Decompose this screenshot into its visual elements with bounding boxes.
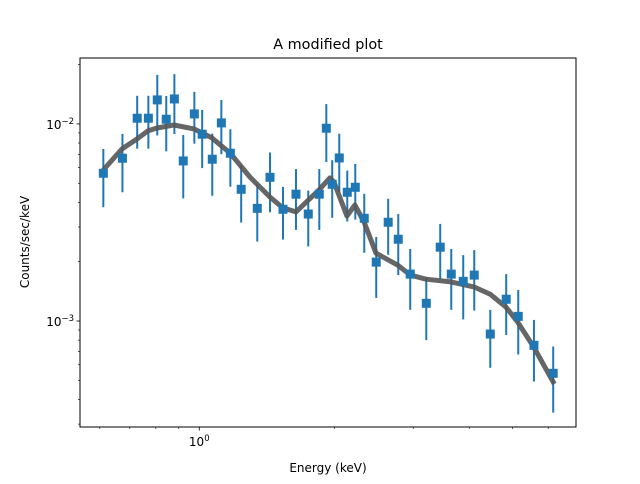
chart-title: A modified plot	[273, 37, 383, 53]
model-line	[101, 122, 557, 386]
data-point	[435, 242, 445, 252]
data-point	[548, 368, 558, 378]
y-tick-label: 10−2	[46, 117, 74, 132]
data-point	[169, 94, 179, 104]
data-point	[334, 153, 344, 163]
axes-frame	[79, 57, 577, 428]
data-point	[485, 329, 495, 339]
data-point	[207, 154, 217, 164]
data-point	[446, 269, 456, 279]
data-point	[342, 187, 352, 197]
data-point	[383, 217, 393, 227]
data-point	[161, 114, 171, 124]
data-point	[321, 123, 331, 133]
data-point	[513, 311, 523, 321]
data-point	[371, 257, 381, 267]
data-point	[132, 113, 142, 123]
data-point	[117, 153, 127, 163]
data-point	[252, 203, 262, 213]
data-point	[359, 213, 369, 223]
data-point	[501, 294, 511, 304]
data-point	[197, 129, 207, 139]
data-point	[469, 270, 479, 280]
plot-area	[98, 74, 558, 413]
data-point	[327, 179, 337, 189]
data-point	[350, 182, 360, 192]
x-tick-label: 100	[189, 434, 210, 449]
y-tick-label: 10−3	[46, 314, 74, 329]
data-point	[291, 189, 301, 199]
data-point	[278, 204, 288, 214]
data-point	[225, 148, 235, 158]
data-point	[458, 276, 468, 286]
data-point	[421, 298, 431, 308]
data-point	[303, 209, 313, 219]
data-point	[189, 109, 199, 119]
data-point	[236, 184, 246, 194]
data-point	[143, 113, 153, 123]
data-point	[152, 95, 162, 105]
data-point	[529, 340, 539, 350]
x-axis-label: Energy (keV)	[289, 461, 366, 475]
data-point	[314, 189, 324, 199]
data-point	[265, 172, 275, 182]
data-point	[216, 118, 226, 128]
data-point	[393, 234, 403, 244]
axis-ticks: 100 10−2 10−3	[46, 64, 549, 449]
data-point	[178, 156, 188, 166]
data-point	[405, 269, 415, 279]
data-point	[98, 168, 108, 178]
y-axis-label: Counts/sec/keV	[18, 195, 32, 288]
